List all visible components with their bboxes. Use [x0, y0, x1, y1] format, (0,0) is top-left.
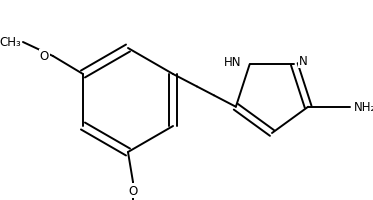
Text: CH₃: CH₃: [0, 36, 21, 49]
Text: N: N: [300, 54, 308, 67]
Text: NH₂: NH₂: [354, 101, 373, 114]
Text: HN: HN: [224, 55, 242, 68]
Text: O: O: [40, 50, 49, 63]
Text: O: O: [128, 184, 138, 197]
